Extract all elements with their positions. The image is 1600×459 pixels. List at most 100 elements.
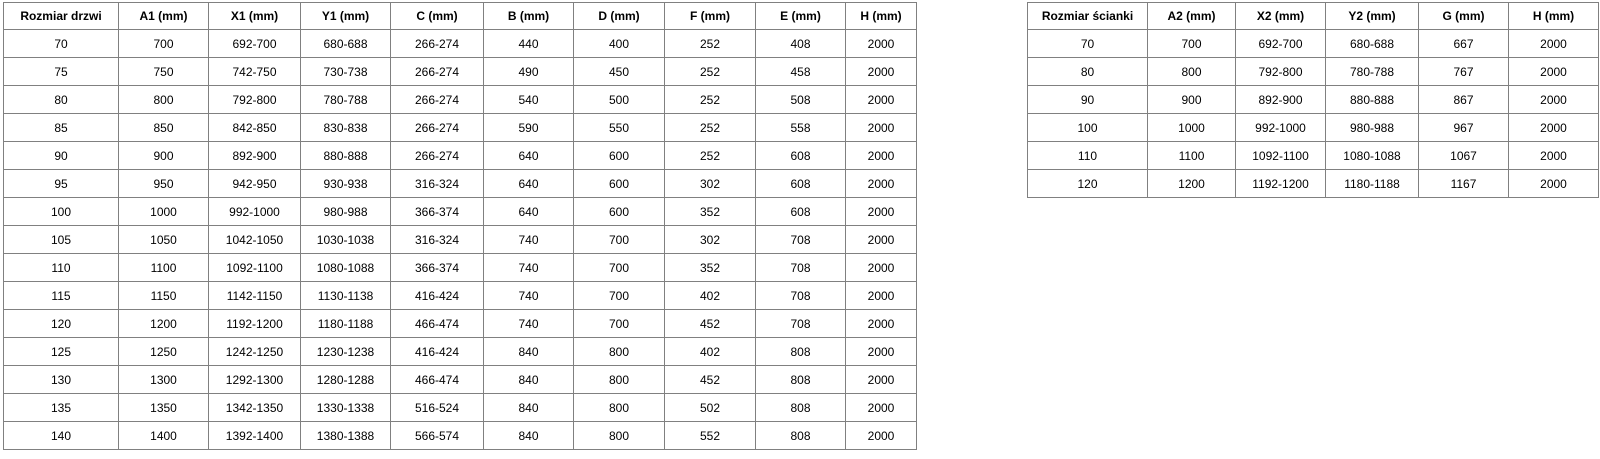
table-cell: 892-900	[1235, 85, 1326, 114]
table-cell: 302	[664, 225, 756, 254]
header-cell: Rozmiar ścianki	[1027, 2, 1148, 30]
table-row: 110 1100 1092-1100 1080-1088 366-374 740 700 35…	[3, 253, 917, 282]
table-cell: 316-324	[390, 225, 484, 254]
table-cell: 800	[1147, 57, 1236, 86]
table-cell: 2000	[845, 253, 917, 282]
table-cell: 402	[664, 337, 756, 366]
table-cell: 892-900	[208, 141, 301, 170]
table-cell: 80	[3, 85, 119, 114]
table-cell: 1300	[118, 365, 209, 394]
table-cell: 708	[755, 253, 846, 282]
table-cell: 830-838	[300, 113, 391, 142]
table-cell: 1330-1338	[300, 393, 391, 422]
table-cell: 967	[1418, 113, 1509, 142]
table-cell: 550	[573, 113, 665, 142]
table-cell: 800	[573, 365, 665, 394]
table-cell: 1030-1038	[300, 225, 391, 254]
header-cell: D (mm)	[573, 2, 665, 30]
table-cell: 1380-1388	[300, 421, 391, 450]
table-cell: 2000	[1508, 29, 1599, 58]
table-cell: 1292-1300	[208, 365, 301, 394]
table-cell: 2000	[1508, 113, 1599, 142]
table-cell: 90	[1027, 85, 1148, 114]
table-cell: 452	[664, 365, 756, 394]
table-row: 135 1350 1342-1350 1330-1338 516-524 840 800 50…	[3, 393, 917, 422]
table-cell: 110	[3, 253, 119, 282]
table-cell: 800	[118, 85, 209, 114]
table-cell: 352	[664, 253, 756, 282]
table-row: 80 800 792-800 780-788 266-274 540 500 252 508 20…	[3, 85, 917, 114]
table-cell: 95	[3, 169, 119, 198]
header-cell: H (mm)	[1508, 2, 1599, 30]
table-cell: 466-474	[390, 309, 484, 338]
table-row: 105 1050 1042-1050 1030-1038 316-324 740 700 30…	[3, 225, 917, 254]
table-cell: 992-1000	[208, 197, 301, 226]
table-cell: 1200	[1147, 169, 1236, 198]
table-cell: 85	[3, 113, 119, 142]
table-cell: 600	[573, 197, 665, 226]
table-cell: 490	[483, 57, 574, 86]
table-cell: 2000	[1508, 169, 1599, 198]
table-cell: 266-274	[390, 85, 484, 114]
table-cell: 2000	[845, 337, 917, 366]
table-cell: 800	[573, 421, 665, 450]
header-cell: Y2 (mm)	[1325, 2, 1419, 30]
table-cell: 1250	[118, 337, 209, 366]
table-row: 70 700 692-700 680-688 667 2000	[1027, 29, 1599, 58]
table-cell: 1130-1138	[300, 281, 391, 310]
table-cell: 500	[573, 85, 665, 114]
table-row: 90 900 892-900 880-888 266-274 640 600 252 608 20…	[3, 141, 917, 170]
table-cell: 600	[573, 169, 665, 198]
table-cell: 1350	[118, 393, 209, 422]
table-cell: 680-688	[300, 29, 391, 58]
table-cell: 780-788	[300, 85, 391, 114]
table-cell: 590	[483, 113, 574, 142]
table-cell: 900	[1147, 85, 1236, 114]
table-cell: 70	[3, 29, 119, 58]
table-cell: 2000	[845, 281, 917, 310]
table-row: 125 1250 1242-1250 1230-1238 416-424 840 800 40…	[3, 337, 917, 366]
table-cell: 70	[1027, 29, 1148, 58]
table-cell: 2000	[845, 393, 917, 422]
table-cell: 900	[118, 141, 209, 170]
table-cell: 252	[664, 29, 756, 58]
table-row: 75 750 742-750 730-738 266-274 490 450 252 458 20…	[3, 57, 917, 86]
header-cell: G (mm)	[1418, 2, 1509, 30]
table-cell: 352	[664, 197, 756, 226]
table-cell: 1080-1088	[300, 253, 391, 282]
table-cell: 792-800	[1235, 57, 1326, 86]
table-cell: 266-274	[390, 113, 484, 142]
table-cell: 120	[1027, 169, 1148, 198]
table-cell: 125	[3, 337, 119, 366]
table-cell: 700	[573, 281, 665, 310]
table-cell: 740	[483, 309, 574, 338]
table-cell: 466-474	[390, 365, 484, 394]
table-row: 140 1400 1392-1400 1380-1388 566-574 840 800 55…	[3, 421, 917, 450]
table-cell: 1167	[1418, 169, 1509, 198]
table-cell: 1050	[118, 225, 209, 254]
table-cell: 808	[755, 337, 846, 366]
table-cell: 252	[664, 141, 756, 170]
table-cell: 1067	[1418, 141, 1509, 170]
table-cell: 692-700	[208, 29, 301, 58]
table-cell: 252	[664, 113, 756, 142]
table-row: 110 1100 1092-1100 1080-1088 1067 2000	[1027, 141, 1599, 170]
table-cell: 1080-1088	[1325, 141, 1419, 170]
wall-table-header-row: Rozmiar ścianki A2 (mm) X2 (mm) Y2 (mm) G (m…	[1027, 2, 1599, 30]
header-cell: A2 (mm)	[1147, 2, 1236, 30]
table-cell: 708	[755, 309, 846, 338]
table-cell: 700	[573, 309, 665, 338]
table-cell: 402	[664, 281, 756, 310]
table-cell: 90	[3, 141, 119, 170]
table-row: 100 1000 992-1000 980-988 366-374 640 600 352 60…	[3, 197, 917, 226]
table-cell: 640	[483, 169, 574, 198]
table-cell: 2000	[845, 365, 917, 394]
table-cell: 1100	[118, 253, 209, 282]
table-cell: 800	[573, 393, 665, 422]
table-cell: 608	[755, 169, 846, 198]
table-cell: 2000	[845, 421, 917, 450]
table-cell: 302	[664, 169, 756, 198]
table-cell: 1400	[118, 421, 209, 450]
table-row: 130 1300 1292-1300 1280-1288 466-474 840 800 45…	[3, 365, 917, 394]
